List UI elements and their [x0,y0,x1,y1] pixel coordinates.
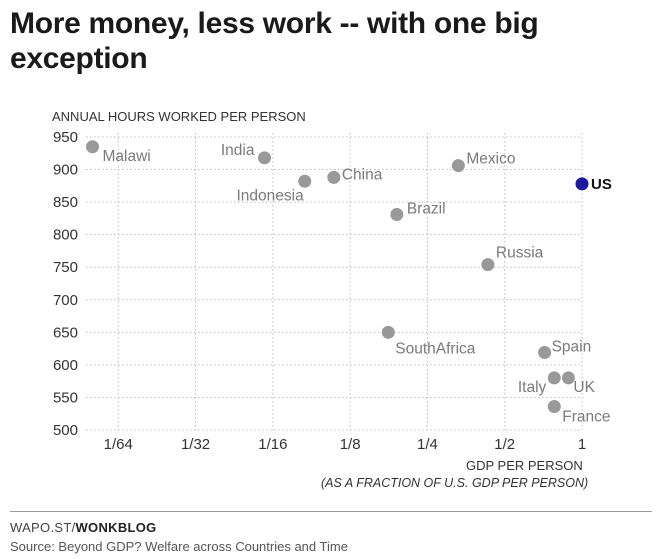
point-russia[interactable] [481,258,495,272]
label-china: China [342,166,383,183]
label-italy: Italy [518,379,547,396]
point-italy[interactable] [547,371,561,385]
label-india: India [221,142,255,159]
point-malawi[interactable] [85,140,99,154]
grid [86,133,583,431]
point-labels: Malawi India Indonesia China Mexico Brazil US R… [102,142,611,426]
point-uk[interactable] [561,371,575,385]
brand-name: WONKBLOG [75,520,157,535]
label-russia: Russia [496,245,544,262]
label-brazil: Brazil [407,200,446,217]
point-us[interactable] [575,177,589,191]
x-tick-label: 1/32 [181,436,210,453]
label-france: France [562,409,610,426]
y-tick-label: 950 [53,129,78,146]
x-tick-label: 1/4 [417,436,438,453]
y-tick-label: 850 [53,194,78,211]
y-tick-label: 750 [53,259,78,276]
x-axis-sublabel: (AS A FRACTION OF U.S. GDP PER PERSON) [321,476,589,490]
label-spain: Spain [552,339,592,356]
y-axis-label: ANNUAL HOURS WORKED PER PERSON [52,109,306,124]
y-tick-label: 650 [53,324,78,341]
label-indonesia: Indonesia [237,187,305,204]
data-points [85,140,589,414]
label-mexico: Mexico [466,151,515,168]
y-tick-labels: 500 550 600 650 700 750 800 850 900 950 [53,129,78,439]
point-china[interactable] [327,170,341,184]
y-tick-label: 500 [53,422,78,439]
label-us: US [591,176,612,193]
x-tick-label: 1/2 [494,436,515,453]
x-tick-label: 1 [578,436,586,453]
point-southafrica[interactable] [381,325,395,339]
label-southafrica: SouthAfrica [395,340,476,357]
point-india[interactable] [258,151,272,165]
y-tick-label: 900 [53,162,78,179]
y-tick-label: 700 [53,292,78,309]
y-tick-label: 600 [53,357,78,374]
point-spain[interactable] [538,346,552,360]
point-indonesia[interactable] [298,174,312,188]
brand-prefix: WAPO.ST/ [10,520,76,535]
chart-title: More money, less work -- with one big ex… [10,7,539,75]
y-tick-label: 550 [53,389,78,406]
point-brazil[interactable] [390,207,404,221]
point-mexico[interactable] [451,159,465,173]
label-uk: UK [573,379,595,396]
source-note: Source: Beyond GDP? Welfare across Count… [10,539,348,554]
x-tick-label: 1/64 [104,436,133,453]
brand-credit[interactable]: WAPO.ST/WONKBLOG [10,520,157,535]
label-malawi: Malawi [102,148,150,165]
point-france[interactable] [547,400,561,414]
x-tick-labels: 1/64 1/32 1/16 1/8 1/4 1/2 1 [104,436,587,453]
x-tick-label: 1/8 [340,436,361,453]
x-tick-label: 1/16 [258,436,287,453]
x-axis-label: GDP PER PERSON [466,458,583,473]
y-tick-label: 800 [53,227,78,244]
footer-divider [10,511,652,512]
